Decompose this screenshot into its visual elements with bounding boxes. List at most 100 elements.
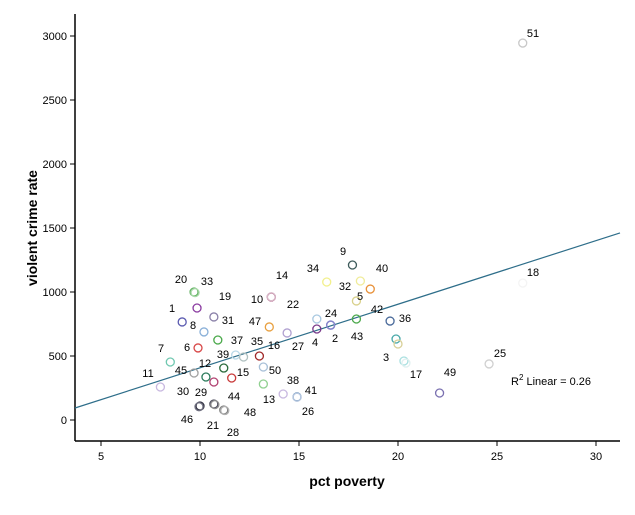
data-point <box>254 351 265 361</box>
point-label: 14 <box>276 270 288 282</box>
point-label: 50 <box>269 365 281 377</box>
point-label: 34 <box>307 263 319 275</box>
point-label: 12 <box>199 358 211 370</box>
data-point <box>227 373 237 383</box>
data-point <box>193 343 203 353</box>
r2-letter: R <box>511 376 519 388</box>
y-tick-label: 3000 <box>43 31 67 43</box>
point-label: 33 <box>201 276 213 288</box>
data-point <box>177 317 187 327</box>
data-point <box>155 382 166 392</box>
point-label: 9 <box>340 246 346 258</box>
point-label: 8 <box>190 320 196 332</box>
data-point <box>434 388 445 398</box>
point-label: 19 <box>219 291 231 303</box>
data-point <box>322 277 332 287</box>
data-point <box>192 303 202 313</box>
point-label: 47 <box>249 316 261 328</box>
data-point <box>264 322 274 332</box>
point-label: 18 <box>527 267 539 279</box>
point-label: 36 <box>399 313 411 325</box>
point-label: 21 <box>207 420 219 432</box>
data-point <box>518 278 528 288</box>
point-label: 30 <box>177 386 189 398</box>
point-label: 48 <box>244 407 256 419</box>
points <box>155 38 528 416</box>
data-point <box>258 362 269 372</box>
data-point <box>399 356 409 366</box>
point-label: 22 <box>287 299 299 311</box>
data-point <box>209 312 219 322</box>
data-point <box>201 372 211 382</box>
point-label: 39 <box>217 349 229 361</box>
x-tick-label: 30 <box>590 451 602 463</box>
data-point <box>282 328 292 338</box>
y-tick-label: 2000 <box>43 159 67 171</box>
point-label: 31 <box>222 315 234 327</box>
data-point <box>213 335 223 345</box>
data-point <box>312 324 322 334</box>
data-point <box>190 287 200 298</box>
data-point <box>199 327 209 337</box>
data-point <box>258 379 269 389</box>
data-point <box>266 292 276 302</box>
point-label: 46 <box>181 414 193 426</box>
point-label: 4 <box>312 337 318 349</box>
y-tick-label: 1500 <box>43 223 67 235</box>
data-point <box>401 358 411 368</box>
data-point <box>385 316 395 326</box>
x-tick-label: 20 <box>392 451 404 463</box>
r2-annotation: R2 Linear = 0.26 <box>511 373 591 388</box>
y-tick-label: 500 <box>49 351 67 363</box>
point-label: 40 <box>376 263 388 275</box>
r2-sup: 2 <box>519 373 524 382</box>
point-label: 43 <box>351 331 363 343</box>
x-tick-label: 15 <box>293 451 305 463</box>
y-tick-label: 2500 <box>43 95 67 107</box>
x-tick-label: 25 <box>491 451 503 463</box>
point-label: 16 <box>268 340 280 352</box>
data-point <box>209 377 219 387</box>
data-point <box>393 339 403 349</box>
data-point <box>210 399 220 410</box>
data-point <box>326 320 336 330</box>
data-point <box>278 389 288 399</box>
point-label: 29 <box>195 387 207 399</box>
r2-text: Linear = 0.26 <box>523 376 591 388</box>
x-tick-label: 5 <box>98 451 104 463</box>
data-point <box>391 334 401 344</box>
point-label: 44 <box>228 391 240 403</box>
data-point <box>351 314 362 324</box>
point-label: 6 <box>184 342 190 354</box>
point-label: 49 <box>444 367 456 379</box>
point-label: 35 <box>251 336 263 348</box>
fit-line <box>74 232 621 409</box>
data-point <box>165 357 175 367</box>
data-point <box>484 359 494 369</box>
point-label: 11 <box>142 368 153 380</box>
point-label: 38 <box>287 375 299 387</box>
point-label: 10 <box>251 294 263 306</box>
data-point <box>220 405 230 416</box>
x-axis-title: pct poverty <box>309 473 385 489</box>
data-point <box>347 260 358 270</box>
point-label: 1 <box>169 303 175 315</box>
point-label: 51 <box>527 28 539 40</box>
point-label: 25 <box>494 348 506 360</box>
point-label: 13 <box>263 394 275 406</box>
x-tick-label: 10 <box>194 451 206 463</box>
data-point <box>355 276 366 286</box>
data-point <box>518 38 528 48</box>
y-tick-label: 1000 <box>43 287 67 299</box>
data-point <box>351 296 362 306</box>
point-label: 32 <box>339 281 351 293</box>
point-label: 20 <box>175 274 187 286</box>
point-label: 41 <box>305 385 317 397</box>
point-label: 7 <box>158 343 164 355</box>
point-label: 15 <box>237 367 249 379</box>
data-point <box>238 352 249 362</box>
data-point <box>365 284 375 294</box>
